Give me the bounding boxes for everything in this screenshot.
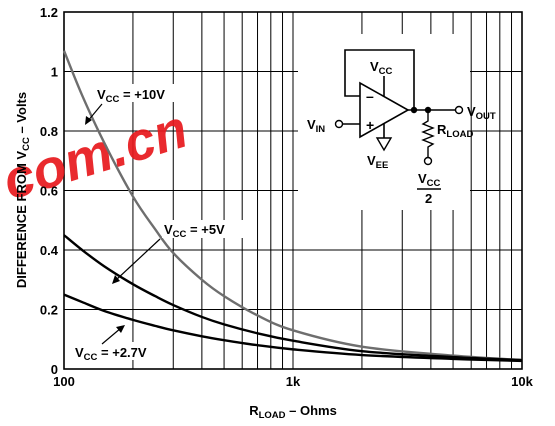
watermark: com.cn <box>0 99 194 212</box>
series-line-10v <box>62 50 523 362</box>
vin-label: VIN <box>307 117 325 135</box>
op-amp-minus: – <box>366 88 374 104</box>
y-tick-label: 0.6 <box>40 184 58 199</box>
y-tick-label: 1 <box>51 65 58 80</box>
arrow-2v7 <box>101 327 122 345</box>
series-line-2v7 <box>63 293 523 363</box>
arrow-5v <box>115 238 161 281</box>
arrowhead-10v <box>85 116 92 125</box>
y-tick-label: 1.2 <box>40 5 58 20</box>
series-label-2v7: VCC = +2.7V <box>75 345 147 363</box>
vcc-label: VCC <box>370 59 393 77</box>
plot-frame <box>63 11 523 370</box>
x-tick-label: 100 <box>53 374 75 389</box>
load-resistor <box>421 110 435 157</box>
op-amp-triangle <box>359 81 410 139</box>
x-tick-label: 10k <box>511 374 533 389</box>
series-label-10v: VCC = +10V <box>97 87 165 105</box>
vee-label: VEE <box>367 153 388 171</box>
label-bg-2v7 <box>72 342 170 360</box>
vcc-half-numerator: VCC <box>418 171 441 189</box>
vcc-half-denominator: 2 <box>425 191 432 206</box>
label-bg-10v <box>95 84 187 102</box>
y-tick-label: 0.2 <box>40 303 58 318</box>
x-tick-label: 1k <box>286 374 301 389</box>
feedback-wire <box>344 49 415 110</box>
series-layer <box>62 50 523 363</box>
vout-label: VOUT <box>467 104 496 122</box>
series-label-5v: VCC = +5V <box>164 222 225 240</box>
rload-label: RLOAD <box>437 122 473 140</box>
vin-terminal <box>334 119 344 129</box>
arrowhead-2v7 <box>116 325 125 333</box>
inset-schematic: – + VCC VEE VIN VOUT RLOAD VCC 2 <box>298 34 496 210</box>
op-amp-plus: + <box>366 117 374 133</box>
y-tick-label: 0.8 <box>40 124 58 139</box>
tick-labels: 0 0.2 0.4 0.6 0.8 1 1.2 100 1k 10k <box>40 5 534 389</box>
label-bg-5v <box>162 220 248 238</box>
output-node <box>410 106 418 114</box>
y-axis-label: DIFFERENCE FROM VCC – Volts <box>14 92 32 288</box>
x-axis-label: RLOAD – Ohms <box>249 403 337 421</box>
vout-terminal <box>454 105 464 115</box>
arrowhead-5v <box>112 275 120 284</box>
rload-terminal <box>423 156 433 166</box>
y-tick-label: 0.4 <box>40 243 59 258</box>
vee-ground-symbol <box>375 137 393 152</box>
series-line-5v <box>63 234 523 362</box>
y-tick-label: 0 <box>51 362 58 377</box>
